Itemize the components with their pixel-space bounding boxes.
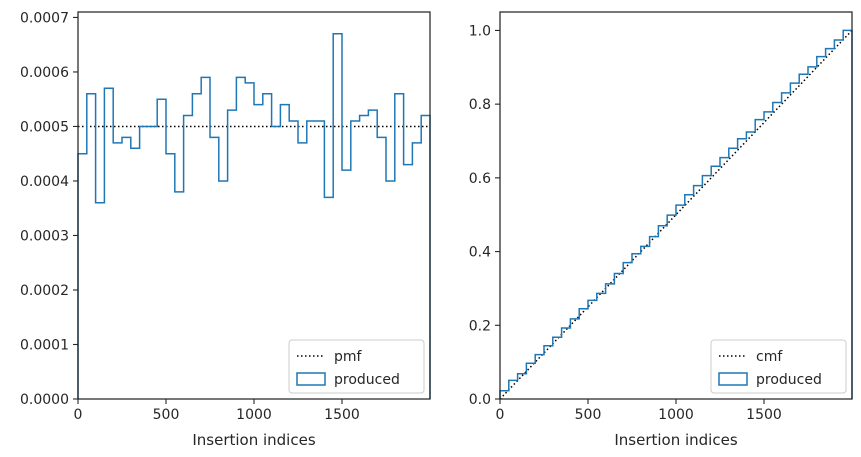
y-tick-label: 0.0 (469, 392, 491, 408)
y-tick-label: 0.0003 (20, 228, 69, 244)
legend-produced-swatch (296, 372, 326, 386)
legend-pmf-label: pmf (334, 349, 363, 365)
pmf-panel: 0 500 1000 1500 0.0000 0.0001 0.0002 0.0003 0.00… (20, 10, 431, 449)
y-tick-label: 0.0001 (20, 337, 69, 353)
y-tick-label: 0.0004 (20, 174, 69, 190)
x-tick-label: 0 (74, 407, 83, 423)
y-tick-label: 0.0007 (20, 10, 69, 26)
legend-produced-label: produced (756, 372, 822, 388)
cmf-panel: 0 500 1000 1500 0.0 0.2 0.4 0.6 0.8 1.0 Insertion … (469, 11, 853, 449)
y-tick-label: 0.8 (469, 97, 491, 113)
y-tick-label: 0.0005 (20, 119, 69, 135)
x-tick-label: 500 (153, 407, 180, 423)
y-tick-label: 1.0 (469, 23, 491, 39)
y-tick-label: 0.6 (469, 171, 491, 187)
x-tick-label: 1000 (236, 407, 272, 423)
legend-produced-swatch (718, 372, 748, 386)
x-tick-label: 1500 (746, 407, 782, 423)
legend-produced-label: produced (334, 372, 400, 388)
legend-box (288, 339, 425, 394)
x-axis-label: Insertion indices (614, 431, 737, 449)
series-produced-step (499, 29, 853, 399)
legend-cmf-label: cmf (756, 349, 783, 365)
x-tick-label: 1500 (324, 407, 360, 423)
x-tick-label: 1000 (658, 407, 694, 423)
series-produced-step (77, 33, 431, 399)
y-tick-label: 0.2 (469, 318, 491, 334)
x-tick-label: 500 (575, 407, 602, 423)
y-tick-label: 0.0002 (20, 283, 69, 299)
x-tick-label: 0 (496, 407, 505, 423)
legend-box (710, 339, 847, 394)
x-axis-label: Insertion indices (192, 431, 315, 449)
y-tick-label: 0.0006 (20, 65, 69, 81)
y-tick-label: 0.4 (469, 245, 491, 261)
y-tick-label: 0.0000 (20, 392, 69, 408)
